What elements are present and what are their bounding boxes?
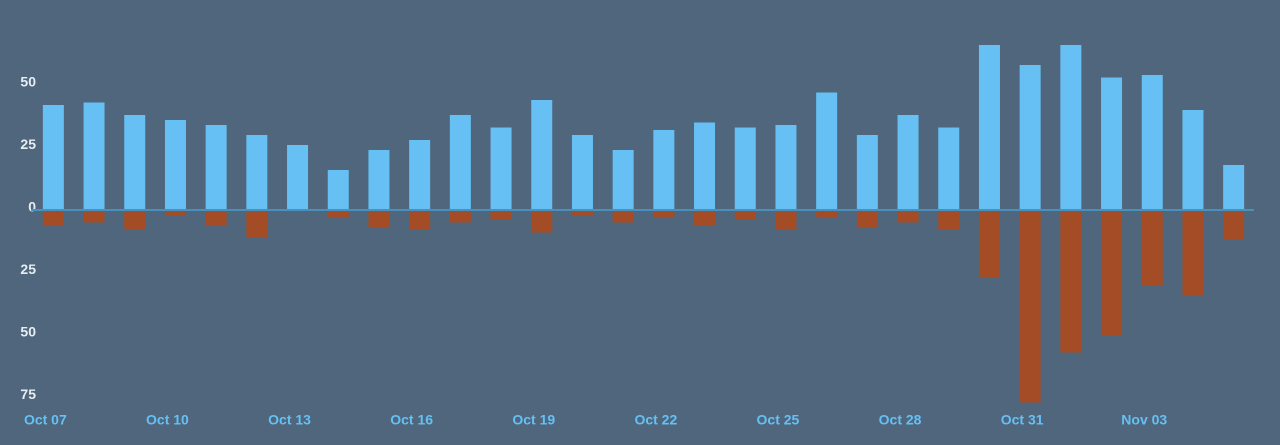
- bar: [531, 100, 553, 210]
- bar: [694, 210, 716, 225]
- bar: [42, 210, 64, 225]
- bar: [531, 210, 553, 233]
- bar: [409, 140, 431, 210]
- bar: [490, 210, 512, 220]
- bar: [938, 210, 960, 230]
- bar: [246, 135, 268, 210]
- bar: [368, 150, 390, 210]
- y-tick-label: 50: [20, 324, 36, 340]
- bar: [612, 210, 634, 223]
- x-tick-label: Oct 25: [757, 412, 800, 428]
- bar: [1223, 165, 1245, 210]
- bar: [1223, 210, 1245, 240]
- bar: [205, 210, 227, 225]
- y-tick-label: 50: [20, 74, 36, 90]
- bar: [490, 127, 512, 210]
- bar: [816, 92, 838, 210]
- bar: [571, 135, 593, 210]
- bar: [938, 127, 960, 210]
- y-tick-label: 0: [28, 199, 36, 215]
- bar: [42, 105, 64, 210]
- bar: [449, 210, 471, 223]
- bar: [775, 210, 797, 230]
- bar: [1101, 77, 1123, 210]
- x-tick-label: Oct 31: [1001, 412, 1044, 428]
- bar: [205, 125, 227, 210]
- bar: [734, 210, 756, 220]
- bar: [1060, 210, 1082, 353]
- bar: [287, 145, 309, 210]
- x-tick-label: Oct 28: [879, 412, 922, 428]
- bar: [1141, 75, 1163, 210]
- bar: [124, 115, 146, 210]
- bar: [653, 210, 675, 218]
- bar: [897, 210, 919, 223]
- bar: [612, 150, 634, 210]
- bar: [246, 210, 268, 238]
- bar: [124, 210, 146, 230]
- y-tick-label: 25: [20, 261, 36, 277]
- x-tick-label: Oct 16: [390, 412, 433, 428]
- x-tick-label: Oct 13: [268, 412, 311, 428]
- bar: [409, 210, 431, 230]
- bar: [978, 45, 1000, 210]
- bar: [83, 210, 105, 223]
- bar: [368, 210, 390, 228]
- bar: [1141, 210, 1163, 285]
- bar: [734, 127, 756, 210]
- bar: [164, 120, 186, 210]
- bar: [856, 135, 878, 210]
- bar: [978, 210, 1000, 278]
- bar: [164, 210, 186, 215]
- bar: [327, 210, 349, 218]
- bar: [897, 115, 919, 210]
- x-tick-label: Oct 10: [146, 412, 189, 428]
- bar: [1019, 65, 1041, 210]
- bar: [653, 130, 675, 210]
- bar: [775, 125, 797, 210]
- bar: [816, 210, 838, 218]
- bar: [694, 122, 716, 210]
- x-tick-label: Oct 07: [24, 412, 67, 428]
- x-tick-label: Oct 19: [512, 412, 555, 428]
- bar: [856, 210, 878, 228]
- bar: [327, 170, 349, 210]
- x-tick-label: Oct 22: [634, 412, 677, 428]
- bar: [571, 210, 593, 215]
- y-tick-label: 75: [20, 386, 36, 402]
- bar: [1101, 210, 1123, 335]
- bar: [1182, 210, 1204, 295]
- bar: [449, 115, 471, 210]
- bar: [1182, 110, 1204, 210]
- bar: [1060, 45, 1082, 210]
- bar: [1019, 210, 1041, 403]
- y-tick-label: 25: [20, 136, 36, 152]
- bar: [83, 102, 105, 210]
- x-tick-label: Nov 03: [1121, 412, 1167, 428]
